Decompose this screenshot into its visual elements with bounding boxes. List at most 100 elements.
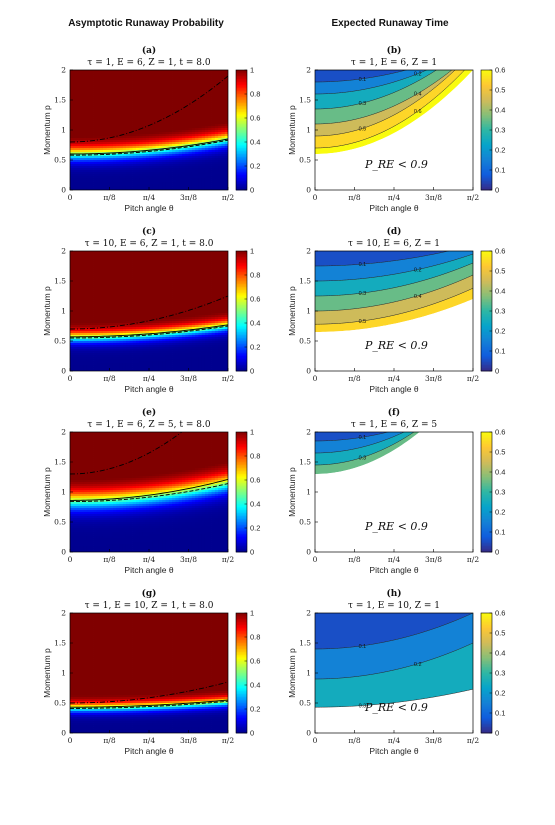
heatmap-cell <box>106 307 110 310</box>
heatmap-cell <box>96 132 101 135</box>
heatmap-cell <box>112 303 117 306</box>
heatmap-cell <box>89 176 94 179</box>
heatmap-cell <box>79 132 84 135</box>
heatmap-cell <box>198 108 203 111</box>
heatmap-cell <box>139 359 143 362</box>
heatmap-cell <box>83 259 87 262</box>
heatmap-cell <box>162 359 166 362</box>
heatmap-cell <box>142 102 147 105</box>
heatmap-cell <box>224 172 228 175</box>
heatmap-cell <box>70 357 74 360</box>
heatmap-cell <box>221 94 226 97</box>
heatmap-cell <box>112 317 117 320</box>
heatmap-cell <box>129 148 133 151</box>
heatmap-cell <box>195 100 199 103</box>
heatmap-cell <box>132 305 137 308</box>
heatmap-cell <box>89 339 94 342</box>
heatmap-cell <box>112 168 117 171</box>
heatmap-cell <box>145 86 150 89</box>
heatmap-cell <box>139 341 143 344</box>
heatmap-cell <box>135 275 140 278</box>
heatmap-cell <box>165 184 170 187</box>
heatmap-cell <box>96 343 101 346</box>
heatmap-cell <box>86 277 91 280</box>
heatmap-cell <box>70 307 74 310</box>
heatmap-cell <box>162 273 166 276</box>
heatmap-cell <box>102 307 107 310</box>
heatmap-cell <box>139 124 143 127</box>
heatmap-cell <box>198 100 203 103</box>
heatmap-cell <box>172 86 176 89</box>
heatmap-cell <box>214 148 219 151</box>
heatmap-cell <box>116 257 120 260</box>
heatmap-cell <box>93 317 97 320</box>
heatmap-cell <box>116 156 120 159</box>
heatmap-cell <box>149 315 153 318</box>
heatmap-cell <box>83 273 87 276</box>
heatmap-cell <box>211 84 216 87</box>
heatmap-cell <box>109 82 114 85</box>
heatmap-cell <box>145 345 150 348</box>
contour-line <box>315 70 437 110</box>
heatmap-cell <box>106 317 110 320</box>
heatmap-cell <box>83 160 87 163</box>
heatmap-cell <box>116 188 120 190</box>
heatmap-cell <box>122 289 127 292</box>
heatmap-cell <box>122 275 127 278</box>
heatmap-cell <box>112 166 117 169</box>
heatmap-cell <box>73 136 77 139</box>
heatmap-cell <box>204 114 209 117</box>
heatmap-cell <box>86 90 91 93</box>
heatmap-cell <box>175 84 180 87</box>
heatmap-cell <box>142 255 147 258</box>
heatmap-cell <box>89 126 94 129</box>
heatmap-cell <box>224 104 228 107</box>
heatmap-cell <box>106 172 110 175</box>
heatmap-cell <box>79 301 84 304</box>
heatmap-cell <box>102 184 107 187</box>
heatmap-cell <box>73 339 77 342</box>
heatmap-cell <box>145 100 150 103</box>
heatmap-cell <box>218 80 222 83</box>
colorbar-cell <box>236 73 247 75</box>
heatmap-cell <box>139 305 143 308</box>
heatmap-cell <box>142 327 147 330</box>
heatmap-cell <box>172 84 176 87</box>
colorbar-cell <box>236 139 247 141</box>
heatmap-cell <box>112 339 117 342</box>
heatmap-cell <box>109 170 114 173</box>
heatmap-cell <box>208 150 212 153</box>
heatmap-cell <box>89 100 94 103</box>
heatmap-cell <box>116 130 120 133</box>
heatmap-cell <box>145 116 150 119</box>
heatmap-cell <box>135 311 140 314</box>
heatmap-cell <box>214 186 219 189</box>
heatmap-cell <box>204 134 209 137</box>
heatmap-cell <box>89 313 94 316</box>
heatmap-cell <box>158 271 163 274</box>
heatmap-cell <box>181 142 186 145</box>
heatmap-cell <box>112 271 117 274</box>
heatmap-cell <box>99 82 104 85</box>
heatmap-cell <box>109 333 114 336</box>
heatmap-cell <box>125 337 130 340</box>
heatmap-cell <box>86 92 91 95</box>
heatmap-cell <box>181 158 186 161</box>
heatmap-cell <box>102 94 107 97</box>
heatmap-cell <box>162 82 166 85</box>
heatmap-cell <box>175 120 180 123</box>
heatmap-cell <box>211 176 216 179</box>
heatmap-cell <box>139 261 143 264</box>
heatmap-cell <box>188 102 193 105</box>
colorbar-cell <box>481 130 492 132</box>
contour-line <box>315 70 428 95</box>
heatmap-cell <box>178 96 183 99</box>
heatmap-cell <box>73 359 77 362</box>
heatmap-cell <box>70 347 74 350</box>
heatmap-cell <box>76 102 81 105</box>
heatmap-cell <box>70 289 74 292</box>
heatmap-cell <box>218 86 222 89</box>
heatmap-cell <box>86 124 91 127</box>
heatmap-cell <box>152 301 156 304</box>
heatmap-cell <box>135 72 140 75</box>
